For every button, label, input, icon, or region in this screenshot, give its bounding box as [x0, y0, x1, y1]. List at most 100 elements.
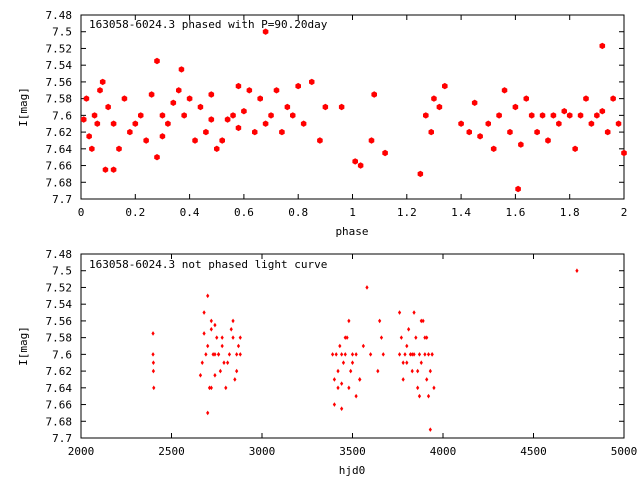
phased-data-point — [86, 133, 92, 140]
unphased-data-point — [354, 393, 358, 399]
unphased-data-point — [151, 331, 155, 336]
unphased-data-point — [428, 427, 432, 432]
phased-y-tick-label: 7.48 — [46, 9, 73, 22]
phased-data-point — [138, 112, 144, 119]
phased-data-point — [279, 128, 285, 136]
unphased-x-tick-label: 3000 — [249, 445, 276, 458]
unphased-y-tick-label: 7.54 — [46, 298, 73, 311]
phased-data-point — [214, 145, 220, 152]
phased-data-point — [116, 145, 122, 152]
phased-data-point — [371, 91, 377, 98]
phased-data-point — [515, 185, 521, 193]
unphased-y-tick-label: 7.68 — [46, 415, 73, 428]
phased-data-point — [295, 82, 301, 90]
phased-panel-title: 163058-6024.3 phased with P=90.20day — [89, 18, 328, 31]
unphased-data-point — [151, 368, 156, 374]
phased-x-tick-label: 0.2 — [125, 206, 145, 219]
unphased-y-tick-label: 7.52 — [46, 281, 73, 294]
phased-x-tick-label: 1.8 — [560, 206, 580, 219]
unphased-data-point — [152, 385, 156, 391]
phased-data-point — [621, 149, 627, 157]
unphased-data-point — [405, 360, 409, 366]
phased-data-point — [485, 120, 491, 127]
phased-data-point — [102, 166, 109, 173]
unphased-data-point — [426, 352, 431, 357]
unphased-data-point — [408, 352, 413, 357]
unphased-y-axis-label: I[mag] — [17, 326, 30, 366]
phased-data-point — [604, 128, 611, 136]
unphased-data-point — [368, 352, 373, 357]
phased-y-tick-label: 7.62 — [46, 126, 73, 139]
phased-y-tick-label: 7.5 — [52, 26, 72, 39]
unphased-plot-frame — [80, 253, 625, 439]
phased-data-point — [431, 95, 437, 102]
unphased-data-point — [340, 352, 344, 357]
unphased-data-point — [233, 377, 237, 382]
phased-y-tick-label: 7.6 — [52, 109, 72, 122]
phased-data-point — [539, 112, 546, 119]
unphased-x-tick-label: 3500 — [339, 445, 366, 458]
unphased-data-point — [332, 402, 337, 407]
phased-data-point — [417, 170, 424, 178]
unphased-data-point — [347, 318, 351, 324]
unphased-data-point — [397, 310, 402, 315]
unphased-data-point — [229, 326, 233, 332]
phased-data-point — [615, 120, 622, 127]
phased-data-point — [466, 128, 472, 136]
phased-y-tick-label: 7.64 — [46, 143, 73, 156]
unphased-data-point — [407, 326, 411, 332]
phased-data-point — [159, 133, 166, 140]
unphased-data-point — [358, 377, 362, 382]
phased-data-point — [599, 42, 606, 50]
unphased-data-point — [575, 268, 579, 274]
unphased-data-point — [206, 410, 210, 416]
unphased-data-point — [215, 335, 219, 340]
phased-data-point — [588, 120, 595, 127]
phased-data-point — [501, 87, 508, 94]
phased-data-point — [181, 112, 187, 119]
phased-data-point — [572, 145, 578, 152]
phased-y-tick-label: 7.7 — [52, 193, 72, 206]
unphased-x-axis-label: hjd0 — [339, 464, 366, 477]
phased-data-point — [159, 112, 166, 119]
unphased-data-point — [235, 368, 239, 374]
unphased-data-point — [334, 352, 338, 357]
phased-ticks: 0 0.2 0.4 0.6 0.8 1 1.2 1.4 1.6 1.8 2 7.48 7.5 7.52 7.… — [46, 9, 628, 219]
unphased-data-point — [211, 352, 215, 357]
unphased-data-point — [430, 352, 434, 357]
unphased-data-point — [222, 360, 226, 366]
phased-data-point — [235, 82, 242, 90]
phased-x-axis-label: phase — [335, 225, 368, 238]
unphased-data-point — [341, 360, 346, 366]
phased-data-point — [132, 120, 139, 127]
unphased-data-point — [432, 385, 436, 391]
unphased-data-point — [350, 360, 355, 366]
unphased-data-point — [213, 372, 217, 378]
phased-data-point — [83, 95, 90, 102]
unphased-data-point — [340, 406, 344, 412]
phased-y-tick-label: 7.52 — [46, 42, 73, 55]
phased-data-point — [178, 66, 185, 73]
phased-data-point — [442, 82, 448, 90]
phased-data-point — [262, 120, 269, 127]
unphased-data-point — [349, 368, 353, 374]
unphased-x-tick-label: 4500 — [520, 445, 547, 458]
phased-data-point — [382, 149, 388, 157]
phased-data-point — [110, 120, 117, 127]
unphased-data-point — [419, 318, 423, 324]
unphased-panel: 163058-6024.3 not phased light curve hjd… — [17, 248, 637, 477]
phased-data-point — [262, 28, 269, 35]
unphased-data-point — [345, 335, 349, 340]
phased-data-point — [458, 120, 464, 127]
phased-data-point — [208, 116, 215, 123]
unphased-data-point — [336, 368, 340, 374]
unphased-data-point — [340, 381, 344, 386]
unphased-y-tick-label: 7.48 — [46, 248, 73, 261]
unphased-data-point — [365, 285, 369, 290]
phased-data-point — [577, 112, 584, 119]
unphased-data-point — [401, 377, 405, 382]
phased-data-point — [89, 145, 95, 152]
unphased-data-point — [330, 352, 335, 357]
phased-y-tick-label: 7.68 — [46, 176, 73, 189]
